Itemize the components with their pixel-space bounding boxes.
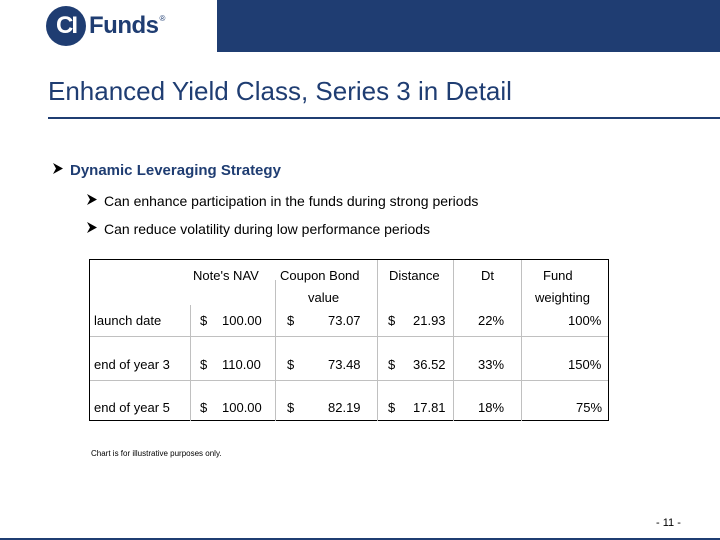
distance-value: 17.81	[413, 400, 446, 415]
arrow-bullet-icon	[86, 221, 104, 237]
notes-nav-value: 100.00	[222, 313, 262, 328]
header-distance: Distance	[389, 268, 440, 283]
fund-weighting-value: 100%	[568, 313, 602, 328]
grid-line	[190, 305, 191, 421]
header-coupon-bond-value: value	[308, 290, 340, 305]
dt-value: 22%	[478, 313, 505, 328]
page-number: - 11 -	[656, 517, 681, 529]
header-coupon-bond: Coupon Bond	[280, 268, 360, 283]
distance-value: 36.52	[413, 357, 446, 372]
arrow-bullet-icon	[86, 193, 104, 209]
header-fund-weighting: weighting	[535, 290, 590, 305]
grid-line	[90, 380, 608, 381]
title-divider	[48, 117, 720, 119]
coupon-bond-value: 82.19	[328, 400, 361, 415]
bullet-sub-2-text: Can reduce volatility during low perform…	[104, 221, 431, 237]
logo-registered-mark: ®	[159, 14, 166, 23]
bullet-sub-1: Can enhance participation in the funds d…	[86, 193, 478, 209]
notes-nav-value: 110.00	[222, 357, 261, 372]
grid-line	[275, 280, 276, 421]
bullet-sub-1-text: Can enhance participation in the funds d…	[104, 193, 479, 209]
slide-header: CI Funds ®	[0, 0, 720, 52]
currency-symbol: $	[287, 313, 295, 328]
row-label: launch date	[94, 313, 162, 328]
header-dt: Dt	[481, 268, 494, 283]
notes-nav-value: 100.00	[222, 400, 262, 415]
dt-value: 33%	[478, 357, 505, 372]
header-band	[217, 0, 720, 52]
distance-value: 21.93	[413, 313, 446, 328]
row-label: end of year 5	[94, 400, 170, 415]
currency-symbol: $	[287, 357, 295, 372]
bullet-main-text: Dynamic Leveraging Strategy	[70, 162, 281, 179]
currency-symbol: $	[200, 357, 208, 372]
coupon-bond-value: 73.07	[328, 313, 361, 328]
currency-symbol: $	[287, 400, 295, 415]
fund-weighting-value: 75%	[576, 400, 603, 415]
dt-value: 18%	[478, 400, 505, 415]
fund-weighting-value: 150%	[568, 357, 602, 372]
footer-divider	[0, 538, 720, 540]
grid-line	[90, 336, 608, 337]
bullet-main: Dynamic Leveraging Strategy	[52, 162, 281, 179]
header-notes-nav: Note's NAV	[193, 268, 259, 283]
slide-title: Enhanced Yield Class, Series 3 in Detail	[48, 76, 512, 106]
currency-symbol: $	[388, 400, 396, 415]
currency-symbol: $	[200, 313, 208, 328]
grid-line	[453, 260, 454, 421]
footnote: Chart is for illustrative purposes only.	[91, 449, 222, 458]
bullet-sub-2: Can reduce volatility during low perform…	[86, 221, 430, 237]
row-label: end of year 3	[94, 357, 170, 372]
logo-text: Funds	[89, 12, 159, 39]
logo-mark: CI	[46, 6, 86, 46]
grid-line	[521, 260, 522, 421]
header-fund: Fund	[543, 268, 573, 283]
grid-line	[377, 260, 378, 421]
ci-funds-logo: CI Funds ®	[46, 6, 165, 46]
arrow-bullet-icon	[52, 162, 70, 179]
coupon-bond-value: 73.48	[328, 357, 361, 372]
currency-symbol: $	[200, 400, 208, 415]
currency-symbol: $	[388, 313, 396, 328]
detail-table: Note's NAV Coupon Bond value Distance Dt…	[89, 259, 609, 421]
currency-symbol: $	[388, 357, 396, 372]
